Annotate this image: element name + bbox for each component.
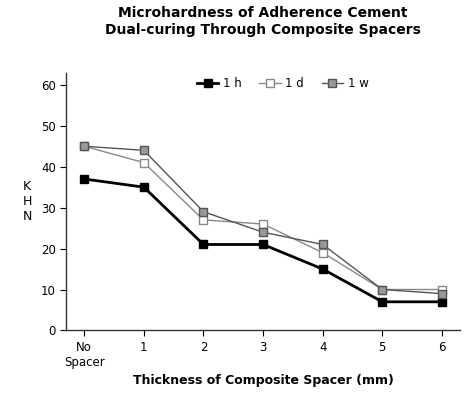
1 d [201, 218, 206, 222]
1 w [439, 291, 445, 296]
1 w [201, 209, 206, 214]
1 h [260, 242, 266, 247]
1 w [380, 287, 385, 292]
1 w [320, 242, 326, 247]
1 h [82, 177, 87, 181]
Title: Microhardness of Adherence Cement
Dual-curing Through Composite Spacers: Microhardness of Adherence Cement Dual-c… [105, 6, 421, 37]
1 w [82, 144, 87, 149]
1 d [380, 287, 385, 292]
1 d [439, 287, 445, 292]
1 d [320, 250, 326, 255]
Y-axis label: K
H
N: K H N [22, 180, 32, 223]
1 h [380, 299, 385, 304]
Line: 1 w: 1 w [80, 142, 446, 298]
1 d [141, 160, 146, 165]
X-axis label: Thickness of Composite Spacer (mm): Thickness of Composite Spacer (mm) [133, 374, 393, 387]
1 h [141, 185, 146, 189]
1 h [201, 242, 206, 247]
1 w [141, 148, 146, 153]
1 h [439, 299, 445, 304]
1 d [260, 222, 266, 226]
Legend: 1 h, 1 d, 1 w: 1 h, 1 d, 1 w [192, 73, 374, 95]
1 h [320, 267, 326, 272]
1 d [82, 144, 87, 149]
Line: 1 d: 1 d [80, 142, 446, 294]
Line: 1 h: 1 h [80, 175, 446, 306]
1 w [260, 230, 266, 235]
